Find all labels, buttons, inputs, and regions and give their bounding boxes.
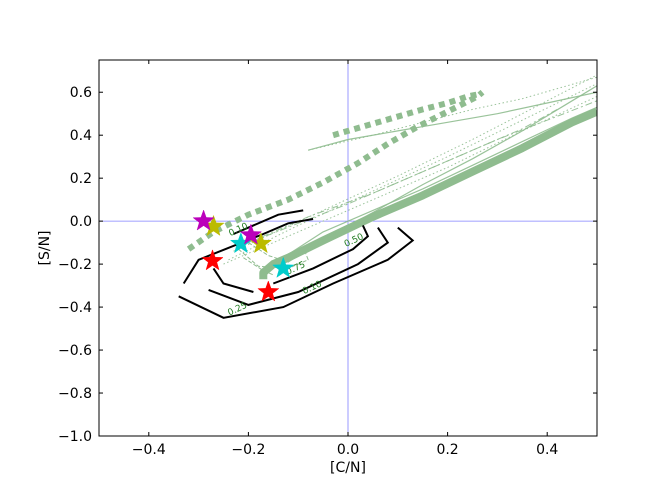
model-track-7 (248, 108, 558, 244)
y-tick-label: −0.4 (58, 300, 92, 316)
black-contour-3 (272, 224, 370, 285)
model-track-11 (308, 76, 597, 151)
y-tick-label: −0.6 (58, 343, 92, 359)
model-track-5 (308, 91, 597, 151)
model-track-0 (186, 89, 485, 252)
model-track-4 (287, 85, 597, 263)
model-track-9 (233, 74, 597, 252)
y-tick-label: 0.2 (70, 171, 92, 187)
stars (192, 209, 295, 302)
model-track-3 (272, 106, 597, 265)
x-tick-label: 0.2 (436, 442, 458, 458)
star-marker-7 (239, 223, 263, 245)
x-tick-label: −0.2 (231, 442, 265, 458)
black-contour-1 (208, 227, 390, 306)
model-track-6 (238, 100, 597, 248)
black-contour-2 (212, 267, 254, 293)
y-tick-label: −1.0 (58, 429, 92, 445)
x-tick-label: 0.4 (536, 442, 558, 458)
axis-ticks: −0.4 −0.2 0.0 0.2 0.4 −1.0 −0.8 −0.6 −0.4 −0.2 0.0… (58, 60, 597, 458)
star-marker-0 (201, 249, 224, 271)
model-track-1 (332, 91, 479, 139)
star-marker-6 (192, 209, 215, 231)
star-marker-1 (257, 280, 280, 302)
black-contour-5 (233, 209, 304, 235)
y-tick-label: −0.2 (58, 257, 92, 273)
y-tick-label: 0.6 (70, 85, 92, 101)
x-tick-label: −0.4 (132, 442, 166, 458)
plot-area (99, 60, 597, 436)
y-axis-label: [S/N] (37, 231, 53, 266)
black-contour-0 (178, 226, 415, 319)
green-contour-1 (248, 242, 299, 263)
x-tick-label: 0.0 (337, 442, 359, 458)
black-contour-4 (182, 218, 314, 285)
x-axis-label: [C/N] (330, 460, 366, 476)
model-track-10 (228, 83, 597, 261)
y-tick-label: 0.0 (70, 214, 92, 230)
y-tick-label: −0.8 (58, 386, 92, 402)
star-marker-3 (272, 256, 295, 278)
green-contour-2 (243, 257, 274, 276)
model-track-8 (223, 96, 597, 265)
y-tick-label: 0.4 (70, 128, 92, 144)
